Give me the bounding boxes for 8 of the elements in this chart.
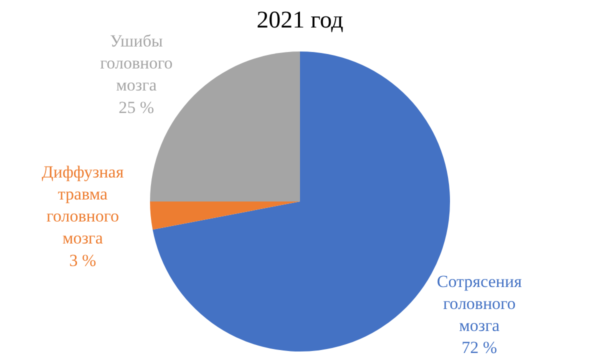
slice-label: Сотрясения головного мозга	[436, 272, 522, 335]
slice-label: Диффузная травма головного мозга	[42, 162, 124, 248]
slice-label: Ушибы головного мозга	[100, 31, 173, 95]
chart-title: 2021 год	[256, 8, 344, 34]
pie-slice	[150, 202, 300, 230]
data-label: 72 %	[462, 338, 498, 358]
data-label: 25 %	[118, 98, 154, 117]
data-label: 3 %	[69, 250, 96, 270]
